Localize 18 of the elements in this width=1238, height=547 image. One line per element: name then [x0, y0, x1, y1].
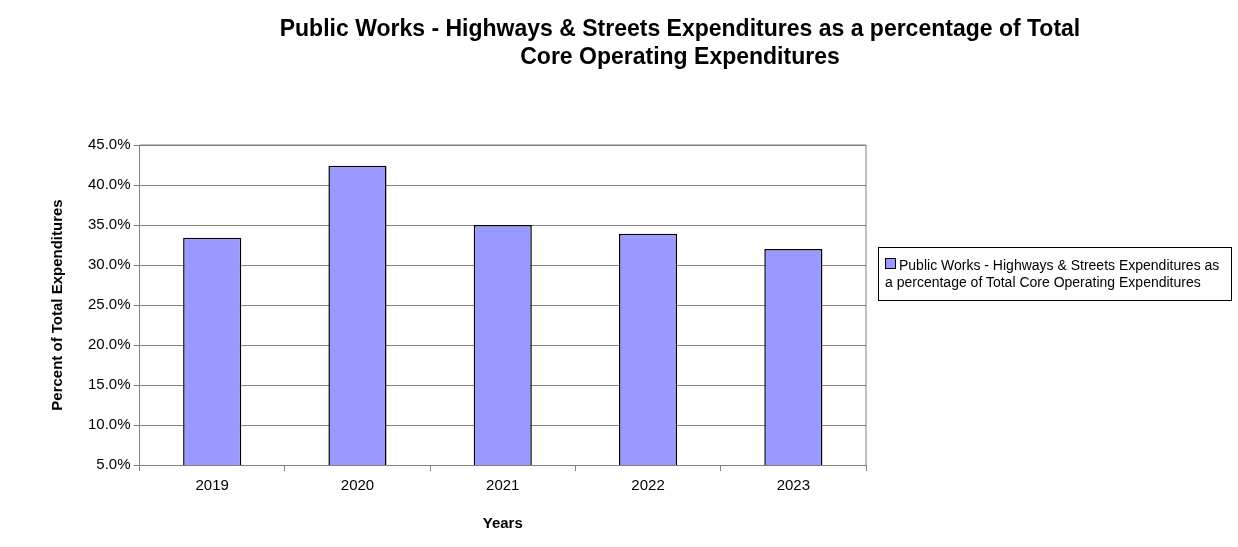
- legend-label: Public Works - Highways & Streets Expenditures as a percentage of Total Core Operating Expenditures: [885, 257, 1221, 291]
- x-tick-label: 2020: [340, 476, 375, 494]
- y-tick-label: 35.0%: [87, 215, 131, 233]
- y-tick-label: 25.0%: [87, 295, 131, 313]
- y-tick-label: 10.0%: [87, 415, 131, 433]
- y-tick-label: 45.0%: [87, 135, 131, 153]
- x-tick-label: 2023: [776, 476, 811, 494]
- y-tick-label: 20.0%: [87, 335, 131, 353]
- x-tick-label: 2022: [631, 476, 665, 494]
- y-tick-label: 15.0%: [87, 375, 131, 393]
- chart-title: Public Works - Highways & Streets Expenditures as a percentage of Total Core Operating Expenditures: [278, 14, 1082, 70]
- y-tick-label: 5.0%: [96, 455, 131, 473]
- y-tick-label: 40.0%: [87, 175, 131, 193]
- x-tick-label: 2021: [486, 476, 520, 494]
- y-axis-title: Percent of Total Expenditures: [48, 199, 66, 411]
- x-axis-title: Years: [482, 514, 523, 532]
- y-tick-label: 30.0%: [87, 255, 131, 273]
- x-tick-label: 2019: [195, 476, 229, 494]
